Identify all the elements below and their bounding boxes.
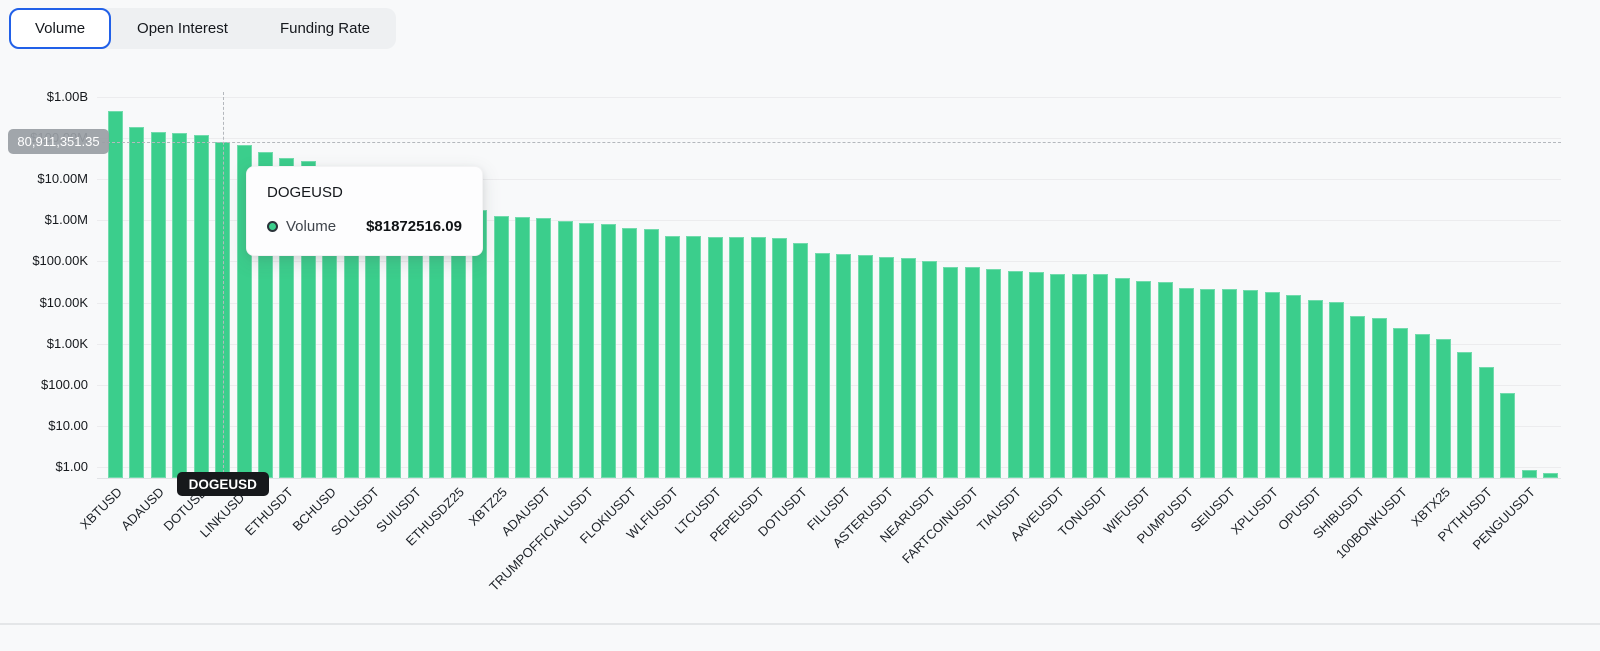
chart-bar[interactable] bbox=[900, 258, 916, 478]
bar-SUIUSDT[interactable] bbox=[407, 191, 423, 478]
chart-bar[interactable] bbox=[600, 224, 616, 478]
chart-bar[interactable] bbox=[686, 236, 702, 478]
bar-PUMPUSDT[interactable] bbox=[1179, 288, 1194, 478]
chart-bar[interactable] bbox=[1286, 295, 1302, 478]
chart-bar[interactable] bbox=[1457, 351, 1473, 478]
bar-ADAUSDT[interactable] bbox=[536, 217, 552, 478]
y-axis-tick-label: $100.00 bbox=[41, 376, 88, 392]
volume-bar-chart[interactable]: $1.00 $10.00 $100.00 $1.00K $10.00K $100.00K $… bbox=[0, 0, 1600, 625]
tooltip-series-label: Volume bbox=[286, 218, 337, 235]
bar-TRUMPOFFICIALUSDT[interactable] bbox=[579, 223, 595, 478]
series-marker-icon bbox=[267, 221, 278, 232]
tooltip-title: DOGEUSD bbox=[267, 184, 343, 201]
bar-OPUSDT[interactable] bbox=[1307, 300, 1323, 478]
bar-XBTUSD[interactable] bbox=[108, 110, 123, 478]
bar-ASTERUSDT[interactable] bbox=[879, 257, 895, 478]
bar-TIAUSDT[interactable] bbox=[1007, 270, 1023, 478]
chart-bar[interactable] bbox=[814, 253, 830, 478]
y-gridline bbox=[97, 179, 1561, 181]
y-axis-tick-label: $1.00B bbox=[46, 89, 88, 104]
chart-bar[interactable] bbox=[1114, 278, 1130, 478]
bottom-divider bbox=[0, 623, 1600, 625]
bar-AAVEUSDT[interactable] bbox=[1050, 273, 1066, 478]
chart-bar[interactable] bbox=[386, 185, 402, 478]
bar-WIFUSDT[interactable] bbox=[1136, 281, 1152, 478]
bar-FILUSDT[interactable] bbox=[836, 254, 852, 478]
bar-PYTHUSDT[interactable] bbox=[1478, 367, 1494, 478]
y-axis-tick-label: $1.00M bbox=[44, 212, 88, 228]
y-axis-crosshair-badge: 80,911,351.35 bbox=[8, 129, 109, 155]
chart-bar[interactable] bbox=[1243, 289, 1259, 478]
x-axis-label-PENGUUSDT: PENGUUSDT bbox=[1469, 484, 1539, 553]
tab-volume[interactable]: Volume bbox=[9, 8, 112, 49]
chart-bar[interactable] bbox=[772, 237, 788, 478]
bar-SHIBUSDT[interactable] bbox=[1350, 315, 1366, 478]
bar-FLOKIUSDT[interactable] bbox=[622, 228, 638, 478]
chart-bar[interactable] bbox=[1071, 274, 1087, 478]
crosshair-horizontal-line bbox=[97, 141, 1561, 143]
x-axis-line bbox=[97, 478, 1561, 479]
y-axis-tick-label: $1.00 bbox=[55, 459, 88, 474]
chart-bar[interactable] bbox=[1543, 473, 1559, 478]
chart-tooltip: DOGEUSD Volume $81872516.09 bbox=[246, 166, 483, 256]
metric-tabbar: Volume Open Interest Funding Rate bbox=[9, 8, 396, 49]
chart-bar[interactable] bbox=[986, 269, 1002, 478]
bar-XBTZ25[interactable] bbox=[493, 215, 509, 478]
chart-bar[interactable] bbox=[429, 197, 445, 478]
crosshair-vertical-line bbox=[222, 92, 224, 478]
chart-bar[interactable] bbox=[557, 221, 573, 478]
chart-bar[interactable] bbox=[514, 216, 530, 478]
y-axis-tick-label: $10.00 bbox=[48, 417, 88, 433]
y-gridline bbox=[97, 97, 1561, 98]
chart-bar[interactable] bbox=[129, 126, 145, 478]
chart-bar[interactable] bbox=[172, 133, 188, 478]
y-axis-tick-label: $10.00M bbox=[37, 171, 88, 187]
x-axis-label-PYTHUSDT: PYTHUSDT bbox=[1435, 484, 1496, 545]
chart-bar[interactable] bbox=[472, 209, 488, 478]
chart-bar[interactable] bbox=[1371, 318, 1387, 478]
chart-bar[interactable] bbox=[729, 236, 745, 478]
bar-DOTUSD[interactable] bbox=[193, 135, 209, 478]
chart-bar[interactable] bbox=[1157, 281, 1173, 478]
bar-NEARUSDT[interactable] bbox=[921, 261, 937, 478]
tab-open-interest[interactable]: Open Interest bbox=[137, 20, 228, 37]
bar-SEIUSDT[interactable] bbox=[1221, 289, 1237, 478]
bar-XPLUSDT[interactable] bbox=[1264, 292, 1280, 478]
chart-bar[interactable] bbox=[1414, 334, 1430, 478]
y-axis-tick-label: $1.00K bbox=[46, 335, 88, 351]
bar-PENGUUSDT[interactable] bbox=[1521, 469, 1537, 478]
bar-XBTX25[interactable] bbox=[1436, 338, 1452, 478]
chart-bar[interactable] bbox=[1200, 288, 1216, 478]
bar-FARTCOINUSDT[interactable] bbox=[964, 267, 980, 478]
chart-bar[interactable] bbox=[643, 228, 659, 478]
y-gridline bbox=[97, 138, 1561, 140]
tab-funding-rate[interactable]: Funding Rate bbox=[279, 20, 370, 37]
chart-bar[interactable] bbox=[943, 266, 959, 478]
bar-WLFIUSDT[interactable] bbox=[664, 235, 680, 478]
chart-bar[interactable] bbox=[1029, 272, 1045, 478]
chart-bar[interactable] bbox=[857, 255, 873, 478]
bar-ADAUSD[interactable] bbox=[150, 131, 166, 478]
chart-bar[interactable] bbox=[1328, 301, 1344, 478]
bar-DOTUSDT[interactable] bbox=[793, 243, 809, 478]
bar-ETHUSDZ25[interactable] bbox=[450, 203, 466, 478]
x-axis-label-XBTX25: XBTX25 bbox=[1407, 484, 1453, 530]
bar-TONUSDT[interactable] bbox=[1093, 274, 1109, 478]
y-gridline bbox=[97, 220, 1561, 222]
bar-100BONKUSDT[interactable] bbox=[1393, 328, 1409, 478]
bar-PEPEUSDT[interactable] bbox=[750, 237, 766, 478]
y-axis-tick-label: $100.00K bbox=[32, 253, 88, 269]
tooltip-value: $81872516.09 bbox=[366, 218, 462, 235]
bar-LTCUSDT[interactable] bbox=[707, 236, 723, 478]
y-axis-tick-label: $10.00K bbox=[39, 294, 88, 310]
x-axis-crosshair-badge: DOGEUSD bbox=[176, 472, 269, 496]
chart-bar[interactable] bbox=[1500, 393, 1516, 478]
